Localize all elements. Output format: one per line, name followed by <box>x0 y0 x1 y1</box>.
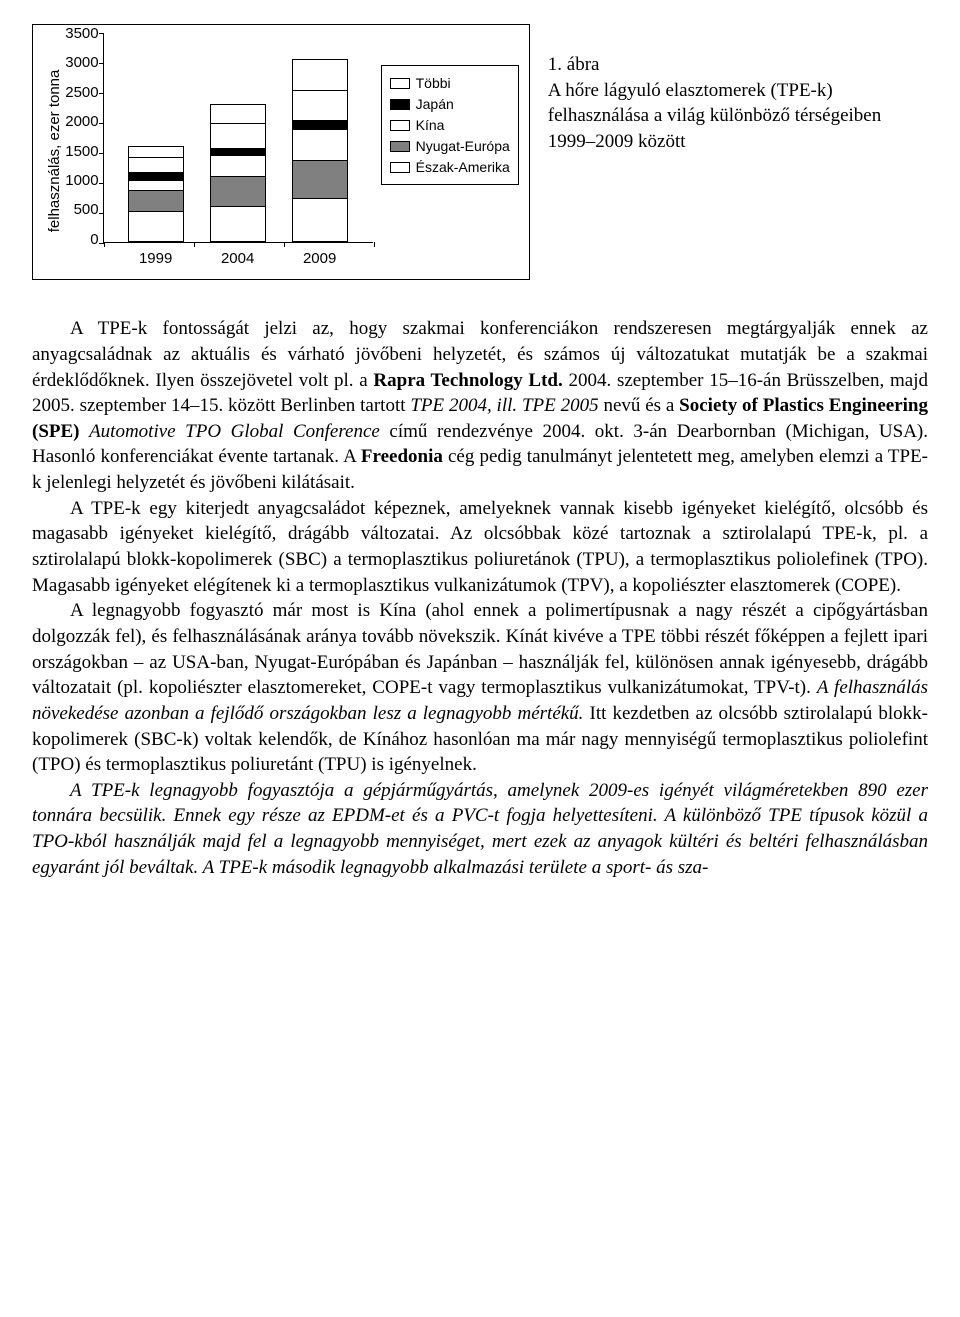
chart-bar-segment <box>210 176 266 206</box>
body-paragraph-4: A TPE-k legnagyobb fogyasztója a gépjárm… <box>32 778 928 881</box>
chart-bar-segment <box>128 190 184 212</box>
chart-y-tick: 1500 <box>65 142 98 162</box>
chart-main: felhasználás, ezer tonna 350030002500200… <box>43 33 373 269</box>
chart-legend-item: Nyugat-Európa <box>390 137 510 156</box>
chart-legend-item: Japán <box>390 95 510 114</box>
body-paragraph-1: A TPE-k fontosságát jelzi az, hogy szakm… <box>32 316 928 495</box>
chart-x-label: 2009 <box>292 249 348 269</box>
body-paragraph-2: A TPE-k egy kiterjedt anyagcsaládot képe… <box>32 496 928 599</box>
chart-legend-label: Többi <box>416 74 451 93</box>
chart-bar-segment <box>292 90 348 120</box>
chart-legend: Többi Japán Kína Nyugat-Európa Észak-Amerika <box>381 65 519 185</box>
chart-plot-area <box>103 33 373 243</box>
chart-bar-segment <box>210 104 266 123</box>
chart-bar-segment <box>128 180 184 190</box>
chart-y-axis-ticks: 3500 3000 2500 2000 1500 1000 500 0 <box>65 24 102 250</box>
chart-bar-segment <box>292 198 348 242</box>
chart-and-caption-row: felhasználás, ezer tonna 3500 3000 2500 200… <box>32 24 928 280</box>
chart-legend-label: Japán <box>416 95 454 114</box>
chart-bar-segment <box>210 206 266 242</box>
chart-bar-segment <box>128 172 184 179</box>
chart-legend-swatch <box>390 120 410 131</box>
body-paragraph-3: A legnagyobb fogyasztó már most is Kína … <box>32 598 928 777</box>
chart-y-tick: 1000 <box>65 171 98 191</box>
chart-legend-swatch <box>390 78 410 89</box>
chart-y-tick: 3000 <box>65 53 98 73</box>
chart-bar <box>128 146 184 242</box>
chart-bar-segment <box>128 157 184 173</box>
chart-legend-label: Észak-Amerika <box>416 158 510 177</box>
chart-legend-label: Nyugat-Európa <box>416 137 510 156</box>
chart-y-tick: 2500 <box>65 83 98 103</box>
chart-bar <box>292 59 348 242</box>
chart-bar-segment <box>210 155 266 176</box>
chart-legend-swatch <box>390 162 410 173</box>
chart-bar-segment <box>128 146 184 157</box>
chart-x-label: 2004 <box>210 249 266 269</box>
chart-y-tick: 3500 <box>65 24 98 44</box>
chart-legend-item: Kína <box>390 116 510 135</box>
chart-container: felhasználás, ezer tonna 3500 3000 2500 200… <box>32 24 530 280</box>
chart-bar-segment <box>292 160 348 197</box>
chart-y-tick: 500 <box>74 200 99 220</box>
chart-y-tick: 0 <box>90 230 98 250</box>
figure-caption: 1. ábra A hőre lágyuló elasztomerek (TPE… <box>548 24 928 155</box>
chart-y-tick: 2000 <box>65 112 98 132</box>
figure-number: 1. ábra <box>548 54 600 75</box>
chart-y-axis-label: felhasználás, ezer tonna <box>43 33 65 269</box>
chart-legend-swatch <box>390 141 410 152</box>
chart-legend-item: Észak-Amerika <box>390 158 510 177</box>
chart-bar-segment <box>210 123 266 148</box>
chart-legend-swatch <box>390 99 410 110</box>
chart-x-label: 1999 <box>128 249 184 269</box>
chart-bar-segment <box>210 148 266 155</box>
chart-bar-segment <box>292 120 348 128</box>
chart-bar-segment <box>292 129 348 161</box>
figure-caption-text: A hőre lágyuló elasztomerek (TPE-k) felh… <box>548 80 881 152</box>
chart-bar-segment <box>292 59 348 90</box>
chart-bar <box>210 104 266 242</box>
chart-legend-label: Kína <box>416 116 445 135</box>
chart-bar-segment <box>128 211 184 242</box>
chart-legend-item: Többi <box>390 74 510 93</box>
